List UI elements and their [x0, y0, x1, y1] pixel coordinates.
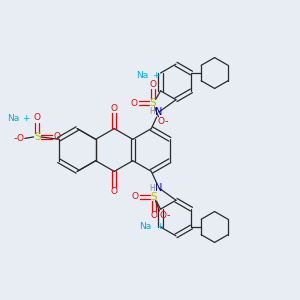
Text: +: + [156, 223, 163, 232]
Text: -: - [14, 134, 17, 143]
Text: O: O [16, 134, 23, 143]
Text: H: H [150, 107, 155, 116]
Text: O: O [130, 99, 137, 108]
Text: N: N [155, 183, 163, 193]
Text: N: N [155, 107, 163, 117]
Text: S: S [34, 132, 40, 142]
Text: O: O [34, 113, 41, 122]
Text: +: + [22, 114, 30, 123]
Text: O: O [151, 212, 158, 220]
Text: O: O [54, 132, 61, 141]
Text: O: O [159, 211, 167, 220]
Text: S: S [151, 192, 157, 202]
Text: -: - [165, 116, 168, 126]
Text: -: - [166, 210, 170, 220]
Text: O: O [111, 103, 118, 112]
Text: H: H [150, 184, 155, 193]
Text: O: O [131, 192, 138, 201]
Text: Na: Na [139, 223, 151, 232]
Text: O: O [158, 117, 165, 126]
Text: Na: Na [7, 114, 19, 123]
Text: O: O [150, 80, 157, 88]
Text: Na: Na [136, 70, 148, 80]
Text: +: + [152, 70, 159, 80]
Text: O: O [111, 188, 118, 196]
Text: S: S [150, 98, 156, 108]
